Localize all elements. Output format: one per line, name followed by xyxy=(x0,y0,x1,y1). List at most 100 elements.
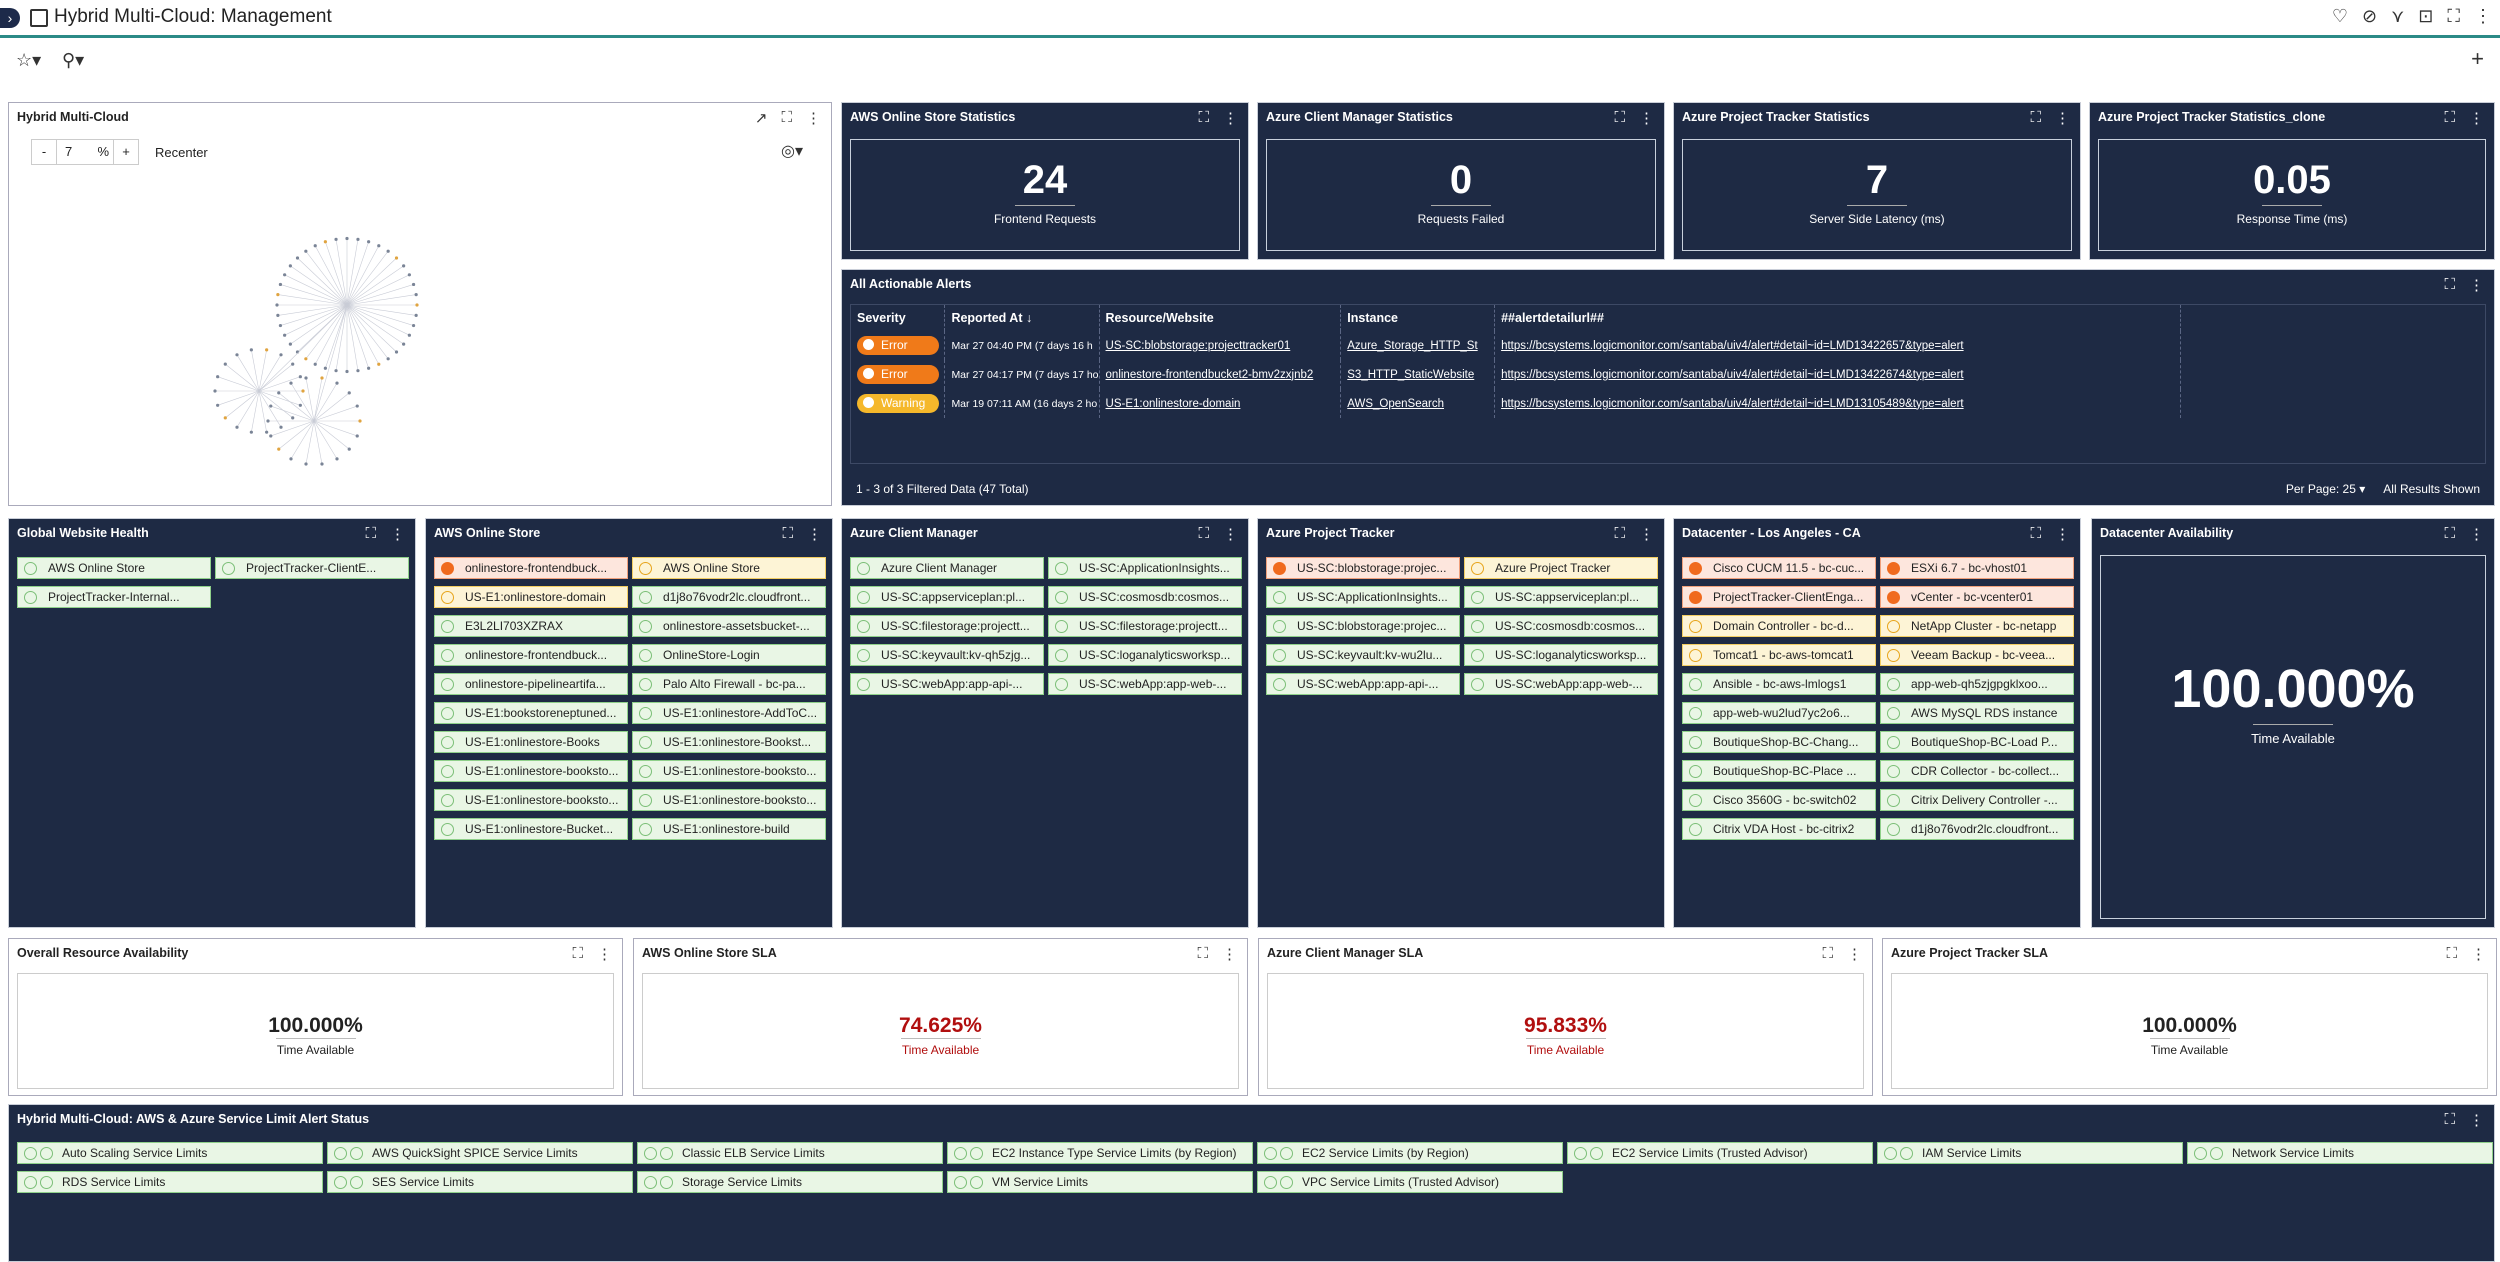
health-tile[interactable]: US-E1:onlinestore-booksto... xyxy=(632,760,826,782)
more-icon[interactable]: ⋮ xyxy=(2055,110,2070,127)
column-header[interactable]: Reported At ↓ xyxy=(944,305,1100,331)
health-tile[interactable]: US-E1:onlinestore-booksto... xyxy=(632,789,826,811)
health-tile[interactable]: US-SC:blobstorage:projec... xyxy=(1266,615,1460,637)
fullscreen-icon[interactable]: ⛶ xyxy=(2447,6,2460,26)
fullscreen-icon[interactable]: ⛶ xyxy=(1614,109,1625,126)
column-header[interactable]: Severity xyxy=(851,305,946,331)
health-tile[interactable]: US-SC:webApp:app-api-... xyxy=(850,673,1044,695)
service-limit-tile[interactable]: Classic ELB Service Limits xyxy=(637,1142,943,1164)
instance-link[interactable]: AWS_OpenSearch xyxy=(1347,397,1444,410)
more-icon[interactable]: ⋮ xyxy=(2469,277,2484,294)
fullscreen-icon[interactable]: ⛶ xyxy=(365,525,376,542)
health-tile[interactable]: US-SC:filestorage:projectt... xyxy=(850,615,1044,637)
health-tile[interactable]: CDR Collector - bc-collect... xyxy=(1880,760,2074,782)
health-tile[interactable]: NetApp Cluster - bc-netapp xyxy=(1880,615,2074,637)
more-icon[interactable]: ⋮ xyxy=(1223,526,1238,543)
service-limit-tile[interactable]: VPC Service Limits (Trusted Advisor) xyxy=(1257,1171,1563,1193)
health-tile[interactable]: US-SC:appserviceplan:pl... xyxy=(1464,586,1658,608)
health-tile[interactable]: AWS Online Store xyxy=(17,557,211,579)
health-tile[interactable]: US-SC:ApplicationInsights... xyxy=(1266,586,1460,608)
instance-link[interactable]: S3_HTTP_StaticWebsite xyxy=(1347,368,1475,381)
zoom-out-button[interactable]: - xyxy=(31,139,57,165)
heart-icon[interactable]: ♡ xyxy=(2331,6,2349,26)
more-icon[interactable]: ⋮ xyxy=(2471,946,2486,963)
health-tile[interactable]: onlinestore-frontendbuck... xyxy=(434,644,628,666)
fullscreen-icon[interactable]: ⛶ xyxy=(2446,945,2457,962)
health-tile[interactable]: US-SC:loganalyticsworksp... xyxy=(1464,644,1658,666)
more-icon[interactable]: ⋮ xyxy=(1847,946,1862,963)
recenter-button[interactable]: Recenter xyxy=(155,144,208,160)
service-limit-tile[interactable]: EC2 Instance Type Service Limits (by Reg… xyxy=(947,1142,1253,1164)
service-limit-tile[interactable]: VM Service Limits xyxy=(947,1171,1253,1193)
fullscreen-icon[interactable]: ⛶ xyxy=(782,525,793,542)
fullscreen-icon[interactable]: ⛶ xyxy=(1198,525,1209,542)
health-tile[interactable]: app-web-qh5zjgpgklxoo... xyxy=(1880,673,2074,695)
open-icon[interactable]: ↗ xyxy=(754,110,768,127)
more-icon[interactable]: ⋮ xyxy=(1639,110,1654,127)
health-tile[interactable]: ProjectTracker-Internal... xyxy=(17,586,211,608)
more-icon[interactable]: ⋮ xyxy=(1639,526,1654,543)
health-tile[interactable]: Palo Alto Firewall - bc-pa... xyxy=(632,673,826,695)
health-tile[interactable]: US-SC:keyvault:kv-wu2lu... xyxy=(1266,644,1460,666)
health-tile[interactable]: ProjectTracker-ClientE... xyxy=(215,557,409,579)
view-toggle-icon[interactable]: ◎▾ xyxy=(781,143,803,160)
health-tile[interactable]: Cisco 3560G - bc-switch02 xyxy=(1682,789,1876,811)
fullscreen-icon[interactable]: ⛶ xyxy=(1822,945,1833,962)
settings-icon[interactable]: ⊡ xyxy=(2418,6,2434,26)
zoom-input[interactable]: 7% xyxy=(57,139,113,165)
health-tile[interactable]: Ansible - bc-aws-lmlogs1 xyxy=(1682,673,1876,695)
service-limit-tile[interactable]: SES Service Limits xyxy=(327,1171,633,1193)
alert-url-link[interactable]: https://bcsystems.logicmonitor.com/santa… xyxy=(1501,368,1964,381)
health-tile[interactable]: d1j8o76vodr2lc.cloudfront... xyxy=(632,586,826,608)
service-limit-tile[interactable]: EC2 Service Limits (by Region) xyxy=(1257,1142,1563,1164)
expand-sidebar-icon[interactable]: › xyxy=(0,8,20,28)
more-icon[interactable]: ⋮ xyxy=(806,110,821,127)
health-tile[interactable]: US-E1:onlinestore-domain xyxy=(434,586,628,608)
service-limit-tile[interactable]: IAM Service Limits xyxy=(1877,1142,2183,1164)
instance-link[interactable]: Azure_Storage_HTTP_St xyxy=(1347,339,1478,352)
health-tile[interactable]: US-SC:webApp:app-api-... xyxy=(1266,673,1460,695)
column-header[interactable]: Instance xyxy=(1340,305,1496,331)
health-tile[interactable]: US-SC:webApp:app-web-... xyxy=(1048,673,1242,695)
health-tile[interactable]: US-E1:onlinestore-Books xyxy=(434,731,628,753)
fullscreen-icon[interactable]: ⛶ xyxy=(2444,109,2455,126)
health-tile[interactable]: vCenter - bc-vcenter01 xyxy=(1880,586,2074,608)
service-limit-tile[interactable]: Storage Service Limits xyxy=(637,1171,943,1193)
health-tile[interactable]: US-SC:keyvault:kv-qh5zjg... xyxy=(850,644,1044,666)
star-dropdown-icon[interactable]: ☆▾ xyxy=(16,50,42,70)
health-tile[interactable]: US-E1:onlinestore-booksto... xyxy=(434,760,628,782)
health-tile[interactable]: d1j8o76vodr2lc.cloudfront... xyxy=(1880,818,2074,840)
health-tile[interactable]: US-SC:filestorage:projectt... xyxy=(1048,615,1242,637)
per-page-select[interactable]: Per Page: 25 ▾ xyxy=(2285,482,2366,496)
filter-dropdown-icon[interactable]: ⚲▾ xyxy=(62,50,85,70)
service-limit-tile[interactable]: EC2 Service Limits (Trusted Advisor) xyxy=(1567,1142,1873,1164)
health-tile[interactable]: US-E1:bookstoreneptuned... xyxy=(434,702,628,724)
fullscreen-icon[interactable]: ⛶ xyxy=(572,945,583,962)
add-widget-icon[interactable]: + xyxy=(2471,46,2484,71)
health-tile[interactable]: ESXi 6.7 - bc-vhost01 xyxy=(1880,557,2074,579)
health-tile[interactable]: US-SC:cosmosdb:cosmos... xyxy=(1048,586,1242,608)
zoom-in-button[interactable]: + xyxy=(113,139,139,165)
fullscreen-icon[interactable]: ⛶ xyxy=(2444,525,2455,542)
health-tile[interactable]: US-SC:ApplicationInsights... xyxy=(1048,557,1242,579)
service-limit-tile[interactable]: AWS QuickSight SPICE Service Limits xyxy=(327,1142,633,1164)
health-tile[interactable]: US-SC:appserviceplan:pl... xyxy=(850,586,1044,608)
health-tile[interactable]: onlinestore-frontendbuck... xyxy=(434,557,628,579)
health-tile[interactable]: US-E1:onlinestore-Bucket... xyxy=(434,818,628,840)
health-tile[interactable]: BoutiqueShop-BC-Chang... xyxy=(1682,731,1876,753)
health-tile[interactable]: ProjectTracker-ClientEnga... xyxy=(1682,586,1876,608)
service-limit-tile[interactable]: RDS Service Limits xyxy=(17,1171,323,1193)
health-tile[interactable]: AWS MySQL RDS instance xyxy=(1880,702,2074,724)
health-tile[interactable]: E3L2LI703XZRAX xyxy=(434,615,628,637)
more-icon[interactable]: ⋮ xyxy=(597,946,612,963)
fullscreen-icon[interactable]: ⛶ xyxy=(1197,945,1208,962)
health-tile[interactable]: US-E1:onlinestore-Bookst... xyxy=(632,731,826,753)
health-tile[interactable]: US-SC:loganalyticsworksp... xyxy=(1048,644,1242,666)
health-tile[interactable]: onlinestore-assetsbucket-... xyxy=(632,615,826,637)
health-tile[interactable]: US-SC:cosmosdb:cosmos... xyxy=(1464,615,1658,637)
health-tile[interactable]: US-E1:onlinestore-booksto... xyxy=(434,789,628,811)
more-icon[interactable]: ⋮ xyxy=(2469,1112,2484,1129)
fullscreen-icon[interactable]: ⛶ xyxy=(2444,1111,2455,1128)
more-icon[interactable]: ⋮ xyxy=(1222,946,1237,963)
health-tile[interactable]: Domain Controller - bc-d... xyxy=(1682,615,1876,637)
